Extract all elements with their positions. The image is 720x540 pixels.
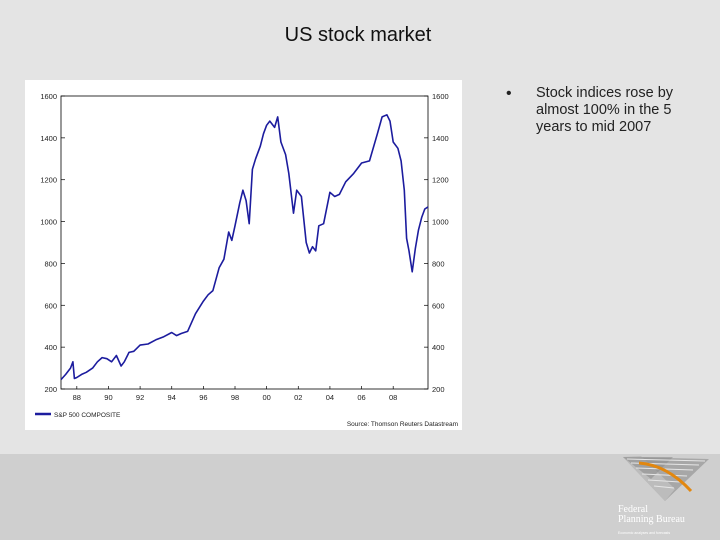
y-tick-label-right: 1600 [432,92,449,101]
series-line-sp500 [60,113,429,381]
y-tick-label-left: 1400 [40,134,57,143]
logo-mark-icon [623,456,709,501]
logo-name: Federal Planning Bureau [618,505,713,525]
logo-tagline: Economic analyses and forecasts [618,531,671,535]
y-tick-label-right: 1200 [432,176,449,185]
logo-name-line2: Planning Bureau [618,514,685,525]
y-tick-label-left: 800 [44,259,57,268]
y-tick-label-left: 1600 [40,92,57,101]
stock-chart: 200 200 400 400 600 600 800 800 1000 1000 1200 1200… [35,92,458,428]
y-tick-label-right: 400 [432,343,445,352]
y-tick-label-left: 600 [44,301,57,310]
legend-label: S&P 500 COMPOSITE [54,412,121,419]
x-tick-label: 06 [357,393,365,402]
bullet-text: Stock indices rose by almost 100% in the… [536,85,674,135]
footer-band [0,454,720,540]
y-tick-label-left: 200 [44,385,57,394]
y-tick-label-left: 400 [44,343,57,352]
plot-frame [60,95,429,390]
y-tick-label-right: 1000 [432,218,449,227]
logo-name-line1: Federal [618,504,648,515]
bullet-dot: • [506,85,512,102]
x-tick-label: 96 [199,393,207,402]
fpb-logo: Federal Planning Bureau Economic analyse… [605,455,715,540]
chart-panel: 200 200 400 400 600 600 800 800 1000 1000 1200 1200… [25,80,462,430]
x-tick-label: 94 [168,393,176,402]
y-tick-label-left: 1200 [40,176,57,185]
x-tick-label: 00 [262,393,270,402]
y-tick-label-right: 800 [432,259,445,268]
x-tick-label: 88 [73,393,81,402]
x-tick-label: 04 [326,393,334,402]
x-tick-label: 98 [231,393,239,402]
source-label: Source: Thomson Reuters Datastream [347,421,458,428]
y-tick-label-left: 1000 [40,218,57,227]
x-tick-label: 92 [136,393,144,402]
x-tick-label: 90 [104,393,112,402]
y-tick-label-right: 600 [432,301,445,310]
x-tick-label: 08 [389,393,397,402]
x-tick-label: 02 [294,393,302,402]
y-tick-label-right: 1400 [432,134,449,143]
slide-title: US stock market [284,24,432,46]
y-tick-label-right: 200 [432,385,445,394]
